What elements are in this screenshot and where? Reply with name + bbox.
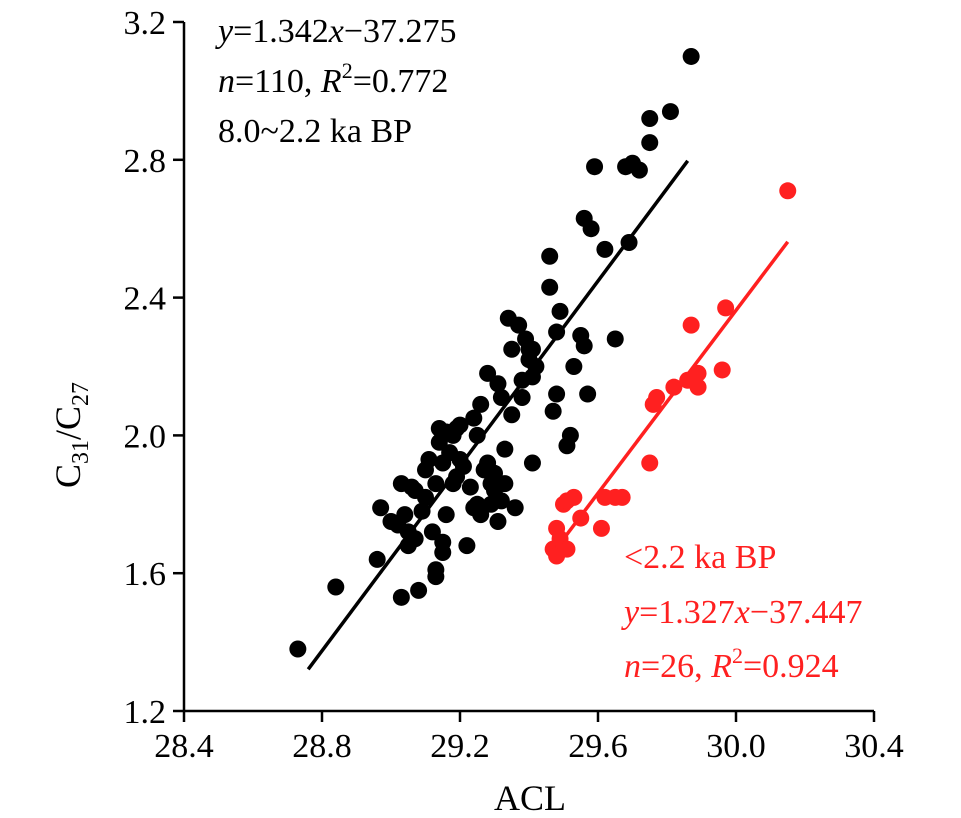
- x-tick-label: 28.8: [292, 728, 352, 765]
- black-data-point: [506, 499, 524, 517]
- y-tick-label: 2.8: [124, 143, 167, 180]
- black-data-point: [423, 523, 441, 541]
- x-tick-label: 29.2: [430, 728, 490, 765]
- black-stats: n=110, R2=0.772: [218, 58, 448, 100]
- y-tick-label: 2.4: [124, 281, 167, 318]
- black-data-point: [396, 506, 414, 524]
- red-data-point: [682, 316, 700, 334]
- red-data-point: [717, 299, 735, 317]
- black-data-point: [682, 47, 700, 65]
- black-data-point: [461, 478, 479, 496]
- black-equation: y=1.342x−37.275: [215, 13, 457, 50]
- black-regression-line: [306, 159, 690, 671]
- y-axis-title: C31/C27: [48, 382, 94, 488]
- black-data-point: [496, 440, 514, 458]
- y-tick-label: 1.2: [124, 694, 167, 731]
- black-data-point: [630, 161, 648, 179]
- red-data-point: [713, 361, 731, 379]
- black-data-point: [579, 385, 597, 403]
- black-data-point: [541, 247, 559, 265]
- red-data-point: [558, 540, 576, 558]
- y-title-sep: /C: [48, 406, 88, 440]
- black-data-point: [472, 395, 490, 413]
- red-data-point: [689, 378, 707, 396]
- red-series-annotation: <2.2 ka BP y=1.327x−37.447 n=26, R2=0.92…: [621, 539, 863, 685]
- red-data-point: [779, 182, 797, 200]
- black-data-point: [458, 537, 476, 555]
- black-data-point: [561, 426, 579, 444]
- black-data-point: [541, 278, 559, 296]
- black-data-point: [513, 389, 531, 407]
- black-data-point: [551, 302, 569, 320]
- black-data-point: [548, 385, 566, 403]
- black-data-point: [544, 402, 562, 420]
- black-data-point: [503, 340, 521, 358]
- black-data-point: [413, 502, 431, 520]
- y-tick-label: 3.2: [124, 5, 167, 42]
- black-data-point: [486, 464, 503, 482]
- black-data-point: [510, 316, 528, 334]
- red-stats: n=26, R2=0.924: [624, 643, 839, 685]
- x-tick-label: 30.0: [706, 728, 766, 765]
- red-regression-line: [555, 240, 790, 550]
- black-data-point: [289, 640, 307, 658]
- black-data-point: [596, 240, 614, 258]
- black-data-point: [479, 364, 497, 382]
- black-data-point: [489, 513, 507, 531]
- black-data-point: [565, 358, 583, 375]
- y-tick-label: 2.0: [124, 418, 167, 455]
- red-data-point: [648, 389, 666, 407]
- black-data-point: [427, 561, 445, 579]
- red-data-point: [592, 519, 610, 537]
- black-data-point: [420, 451, 438, 469]
- black-data-point: [582, 220, 600, 238]
- y-tick-label: 1.6: [124, 556, 167, 593]
- black-data-point: [472, 506, 490, 524]
- black-data-point: [503, 406, 521, 424]
- black-data-point: [427, 475, 445, 493]
- black-series-annotation: y=1.342x−37.275 n=110, R2=0.772 8.0~2.2 …: [215, 13, 457, 150]
- x-tick-label: 28.4: [154, 728, 214, 765]
- black-data-point: [523, 454, 541, 472]
- black-data-point: [661, 103, 679, 121]
- red-data-point: [641, 454, 659, 472]
- plot-area: 28.4 28.8 29.2 29.6 30.0 30.4 1.2 1.6 2.0 2.4 2.8 3…: [124, 5, 904, 765]
- y-title-sub1: 31: [68, 440, 94, 464]
- black-data-point: [417, 488, 434, 506]
- black-period: 8.0~2.2 ka BP: [218, 113, 412, 150]
- black-data-point: [575, 337, 593, 355]
- red-equation: y=1.327x−37.447: [621, 594, 863, 631]
- y-title-sub2: 27: [68, 382, 94, 406]
- black-data-point: [523, 340, 541, 358]
- black-data-point: [641, 134, 659, 152]
- black-data-point: [410, 581, 428, 599]
- red-data-point: [565, 488, 583, 506]
- x-tick-label: 29.6: [568, 728, 628, 765]
- red-data-point: [665, 378, 683, 396]
- black-data-point: [641, 109, 659, 127]
- black-data-point: [327, 578, 345, 596]
- black-data-point: [454, 457, 472, 475]
- x-tick-label: 30.4: [844, 728, 904, 765]
- black-data-point: [489, 375, 507, 393]
- x-axis-title: ACL: [494, 778, 566, 818]
- black-data-point: [492, 389, 510, 407]
- black-data-point: [606, 330, 624, 348]
- y-title-base: C: [48, 464, 88, 488]
- black-data-point: [465, 409, 483, 427]
- black-data-point: [368, 550, 386, 568]
- black-data-point: [451, 416, 469, 434]
- red-data-point: [613, 488, 631, 506]
- black-data-point: [492, 492, 510, 510]
- red-period: <2.2 ka BP: [624, 539, 776, 576]
- black-data-point: [392, 588, 410, 606]
- black-data-point: [437, 506, 455, 524]
- black-data-point: [586, 158, 604, 176]
- black-data-point: [548, 323, 566, 341]
- black-data-point: [372, 499, 390, 517]
- black-data-point: [496, 475, 514, 493]
- black-data-point: [434, 544, 452, 562]
